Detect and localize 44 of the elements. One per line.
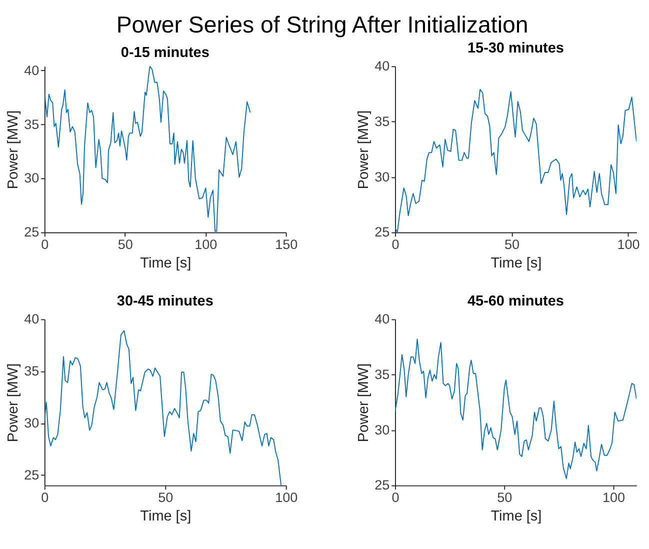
x-tick-label: 50 [118,237,133,252]
y-tick-label: 40 [24,312,40,327]
chart-title: 45-60 minutes [467,294,564,310]
y-tick-label: 30 [374,169,390,184]
x-tick-label: 50 [504,237,520,252]
x-tick-label: 0 [41,490,49,506]
y-tick-label: 25 [374,224,390,240]
x-axis-title: Time [s] [490,256,542,272]
y-axis-title: Power [MW] [5,110,22,190]
y-tick-label: 30 [24,170,40,186]
y-tick-label: 30 [374,422,390,438]
x-tick-label: 100 [617,237,640,252]
x-tick-label: 0 [41,237,49,252]
x-axis-title: Time [s] [140,508,192,525]
chart-title: 15-30 minutes [467,40,564,57]
y-tick-label: 35 [24,363,40,378]
x-axis-title: Time [s] [140,256,192,272]
x-tick-label: 50 [497,490,512,506]
y-tick-label: 25 [374,478,390,493]
y-axis-title: Power [MW] [356,110,372,190]
chart-title: 0-15 minutes [120,44,210,61]
x-tick-label: 0 [392,237,400,252]
y-tick-label: 35 [374,366,390,382]
line-series [44,330,282,486]
y-tick-label: 25 [24,467,40,482]
y-tick-label: 30 [24,415,40,430]
y-tick-label: 40 [374,58,390,74]
y-tick-label: 35 [24,116,40,132]
line-series [395,338,636,480]
x-tick-label: 100 [602,490,626,506]
x-tick-label: 0 [392,490,400,506]
y-axis-title: Power [MW] [356,363,372,442]
y-tick-label: 35 [374,114,390,129]
x-tick-label: 150 [275,237,298,252]
x-tick-label: 50 [158,490,174,506]
y-tick-label: 25 [24,224,40,240]
x-tick-label: 100 [194,237,218,252]
y-axis-title: Power [MW] [5,363,22,442]
y-tick-label: 40 [374,312,390,327]
y-tick-label: 40 [24,62,40,78]
x-tick-label: 100 [275,490,298,506]
x-axis-title: Time [s] [490,508,542,525]
text: Power Series of String After Initialization [116,11,528,38]
chart-title: 30-45 minutes [116,294,214,310]
